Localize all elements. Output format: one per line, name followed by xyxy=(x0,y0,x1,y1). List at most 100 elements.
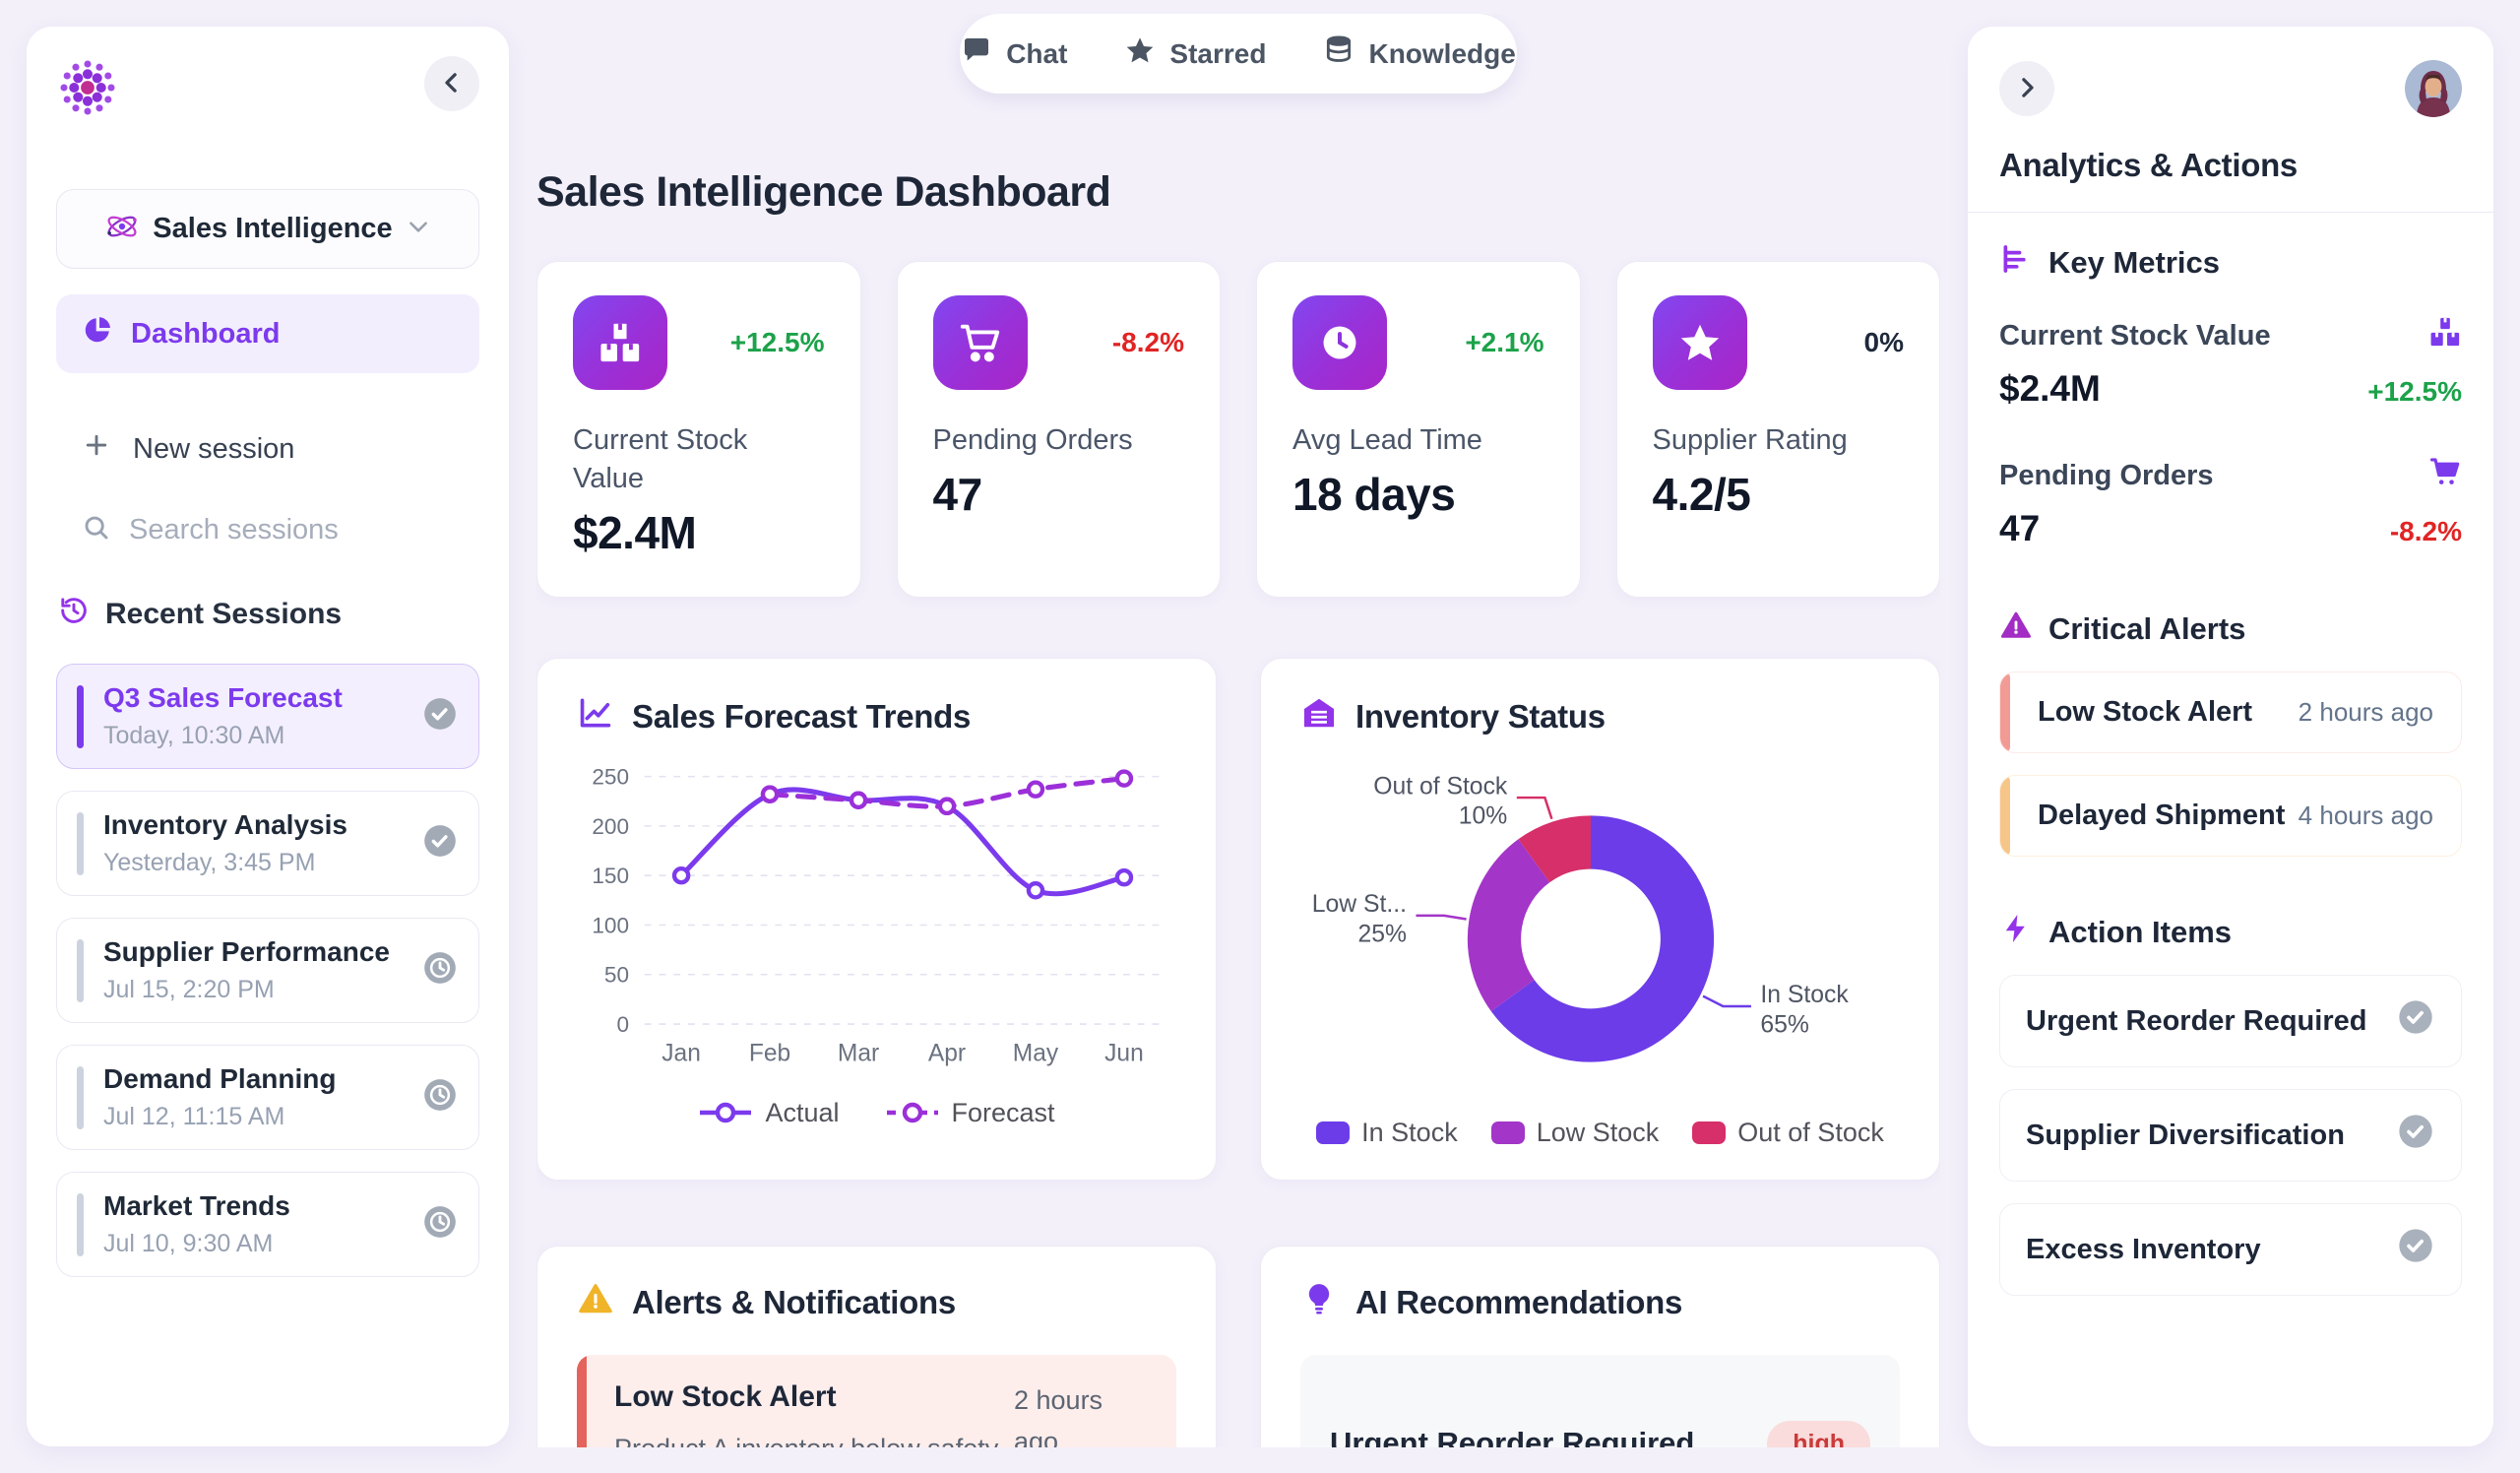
alerts-notifications-card: Alerts & Notifications Low Stock Alert P… xyxy=(536,1246,1217,1447)
avatar[interactable] xyxy=(2405,60,2462,117)
alert-time: 2 hours ago xyxy=(1014,1385,1103,1447)
svg-text:Jun: Jun xyxy=(1104,1040,1144,1066)
star-icon xyxy=(1652,295,1747,390)
action-title: Supplier Diversification xyxy=(2026,1119,2345,1151)
metric-value: 47 xyxy=(1999,508,2041,548)
legend-item: Low Stock xyxy=(1490,1118,1659,1148)
database-icon xyxy=(1323,34,1354,73)
new-session-button[interactable]: New session xyxy=(56,430,479,468)
svg-text:25%: 25% xyxy=(1357,922,1407,948)
chevron-right-icon xyxy=(2012,73,2042,105)
card-title: Alerts & Notifications xyxy=(632,1284,956,1320)
priority-badge: high xyxy=(1767,1420,1870,1447)
svg-text:50: 50 xyxy=(604,963,629,988)
metric-value: 18 days xyxy=(1292,469,1456,521)
bottom-row: Alerts & Notifications Low Stock Alert P… xyxy=(536,1246,1940,1447)
search-sessions xyxy=(56,513,479,547)
metric-change: +2.1% xyxy=(1465,327,1544,357)
recommendation-title: Urgent Reorder Required xyxy=(1330,1426,1695,1447)
metric-value: $2.4M xyxy=(573,507,697,559)
boxes-icon xyxy=(573,295,667,390)
check-circle-icon[interactable] xyxy=(2396,1226,2435,1273)
critical-alert-item[interactable]: Delayed Shipment 4 hours ago xyxy=(1999,775,2462,857)
tab-chat[interactable]: Chat xyxy=(961,34,1067,73)
session-item[interactable]: Inventory Analysis Yesterday, 3:45 PM xyxy=(56,791,479,896)
atom-icon xyxy=(104,209,140,249)
search-sessions-input[interactable] xyxy=(129,514,454,546)
key-metric-stock-value: Current Stock Value $2.4M +12.5% xyxy=(1999,315,2462,410)
session-title: Supplier Performance xyxy=(103,936,390,967)
action-item[interactable]: Excess Inventory xyxy=(1999,1203,2462,1296)
metric-value: $2.4M xyxy=(1999,368,2101,409)
sidebar-item-dashboard[interactable]: Dashboard xyxy=(56,294,479,373)
section-header: Action Items xyxy=(2048,915,2233,949)
lightbulb-icon xyxy=(1300,1280,1338,1325)
cart-icon xyxy=(932,295,1028,390)
clock-badge-icon xyxy=(421,1076,459,1119)
metric-label: Avg Lead Time xyxy=(1292,424,1482,456)
ai-recommendation-item: Urgent Reorder Required high xyxy=(1300,1355,1900,1447)
key-metric-pending-orders: Pending Orders 47 -8.2% xyxy=(1999,455,2462,549)
panel-expand-button[interactable] xyxy=(1999,61,2054,116)
svg-text:Apr: Apr xyxy=(928,1040,966,1066)
alert-title: Low Stock Alert xyxy=(614,1380,837,1413)
session-time: Yesterday, 3:45 PM xyxy=(103,849,316,876)
mode-tabs: Chat Starred Knowledge xyxy=(960,14,1517,94)
svg-text:Jan: Jan xyxy=(662,1040,701,1066)
check-circle-icon[interactable] xyxy=(2396,997,2435,1045)
session-item[interactable]: Demand Planning Jul 12, 11:15 AM xyxy=(56,1045,479,1150)
session-accent-bar xyxy=(77,938,84,1002)
action-item[interactable]: Urgent Reorder Required xyxy=(1999,975,2462,1067)
session-title: Market Trends xyxy=(103,1190,290,1221)
metric-value: 47 xyxy=(932,469,983,521)
tab-starred[interactable]: Starred xyxy=(1124,34,1266,73)
metric-change: -8.2% xyxy=(1111,327,1184,357)
metric-change: 0% xyxy=(1863,327,1904,357)
session-item[interactable]: Market Trends Jul 10, 9:30 AM xyxy=(56,1172,479,1277)
chevron-left-icon xyxy=(437,68,467,100)
sidebar-item-label: Dashboard xyxy=(131,317,281,350)
metric-label: Current Stock Value xyxy=(573,424,748,495)
legend-item: Out of Stock xyxy=(1692,1118,1884,1148)
new-session-label: New session xyxy=(133,432,295,465)
metric-label: Current Stock Value xyxy=(1999,319,2271,352)
svg-text:0: 0 xyxy=(616,1012,629,1037)
critical-alert-item[interactable]: Low Stock Alert 2 hours ago xyxy=(1999,672,2462,753)
search-icon xyxy=(82,513,111,547)
session-accent-bar xyxy=(77,1192,84,1256)
session-time: Jul 10, 9:30 AM xyxy=(103,1230,274,1257)
svg-text:10%: 10% xyxy=(1459,803,1508,830)
workspace-selector[interactable]: Sales Intelligence xyxy=(56,189,479,269)
session-time: Today, 10:30 AM xyxy=(103,722,285,749)
line-chart-icon xyxy=(577,694,614,739)
alert-title: Low Stock Alert xyxy=(2038,696,2253,728)
session-accent-bar xyxy=(77,811,84,875)
metric-card-lead-time: +2.1% Avg Lead Time 18 days xyxy=(1256,261,1581,598)
action-item[interactable]: Supplier Diversification xyxy=(1999,1089,2462,1182)
svg-text:May: May xyxy=(1013,1040,1059,1066)
ai-recommendations-card: AI Recommendations Urgent Reorder Requir… xyxy=(1260,1246,1940,1447)
sales-forecast-card: Sales Forecast Trends 0 50 100 150 200 250 Jan… xyxy=(536,658,1217,1181)
alert-title: Delayed Shipment xyxy=(2038,800,2286,831)
card-title: Sales Forecast Trends xyxy=(632,698,972,735)
metric-value: 4.2/5 xyxy=(1652,469,1751,521)
session-item[interactable]: Supplier Performance Jul 15, 2:20 PM xyxy=(56,918,479,1023)
clock-badge-icon xyxy=(421,1203,459,1246)
metric-card-pending-orders: -8.2% Pending Orders 47 xyxy=(896,261,1221,598)
alert-time: 2 hours ago xyxy=(2298,697,2433,727)
check-circle-icon[interactable] xyxy=(2396,1112,2435,1159)
session-item[interactable]: Q3 Sales Forecast Today, 10:30 AM xyxy=(56,664,479,769)
svg-text:100: 100 xyxy=(592,913,629,937)
warehouse-icon xyxy=(1300,694,1338,739)
svg-text:Low St...: Low St... xyxy=(1312,891,1407,918)
workspace-label: Sales Intelligence xyxy=(153,213,393,244)
svg-text:In Stock: In Stock xyxy=(1760,982,1849,1008)
alert-description: Product A inventory below safety xyxy=(614,1434,998,1447)
svg-text:Mar: Mar xyxy=(838,1040,879,1066)
lightning-bolt-icon xyxy=(1999,912,2033,953)
sidebar-collapse-button[interactable] xyxy=(424,56,479,111)
pie-chart-icon xyxy=(82,314,113,353)
tab-knowledge[interactable]: Knowledge xyxy=(1323,34,1516,73)
recent-sessions-header: Recent Sessions xyxy=(105,598,343,630)
